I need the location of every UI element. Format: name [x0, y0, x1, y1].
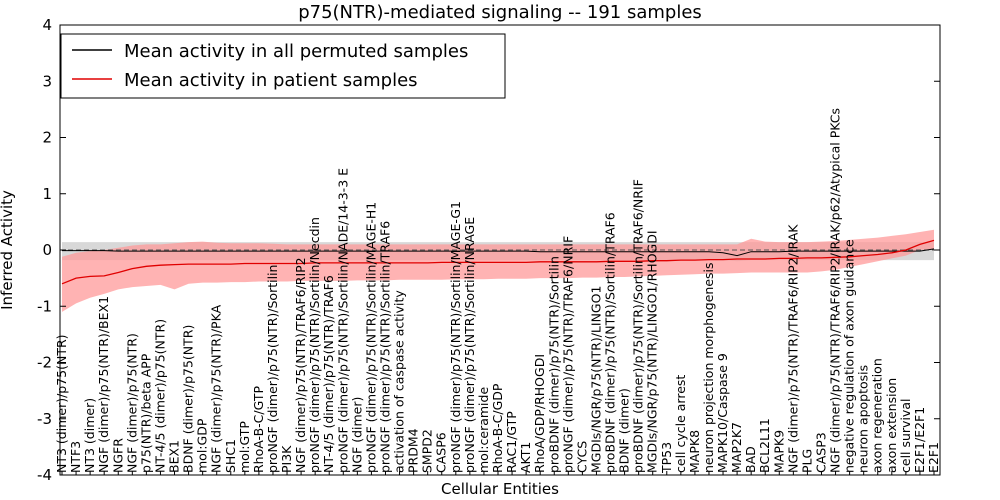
- x-tick-label: BDNF (dimer): [617, 388, 632, 473]
- y-tick-label: 3: [42, 72, 52, 90]
- x-tick-label: proNGF (dimer)/p75(NTR)/Sortilin/Necdin: [307, 217, 322, 473]
- x-tick-label: mol:GDP: [195, 418, 210, 473]
- x-tick-label: proNGF (dimer)/p75(NTR)/Sortilin/NRAGE: [462, 217, 477, 473]
- x-tick-label: mol:ceramide: [476, 387, 491, 473]
- y-tick-label: -4: [37, 466, 52, 484]
- y-tick-label: -1: [37, 297, 52, 315]
- y-tick-label: 4: [42, 16, 52, 34]
- series-line-patient: [61, 239, 935, 285]
- x-axis: NT3 (dimer)/p75(NTR) NTF3 NT3 (dimer) NGF (…: [54, 108, 941, 475]
- y-axis-label: Inferred Activity: [0, 190, 16, 310]
- x-tick-label: NTF3: [68, 441, 83, 473]
- x-tick-label: activation of caspase activity: [392, 290, 407, 473]
- x-tick-label: proNGF (dimer)/p75(NTR)/TRAF6/NRIF: [560, 236, 575, 473]
- y-tick-label: -2: [37, 354, 52, 372]
- x-tick-label: proNGF (dimer)/p75(NTR)/Sortilin: [265, 265, 280, 473]
- x-tick-label: CASP6: [434, 432, 449, 473]
- x-tick-label: E2F1/E2F1: [912, 407, 927, 473]
- y-tick-label: -3: [37, 410, 52, 428]
- x-tick-label: RhoA-B-C/GTP: [251, 386, 266, 473]
- x-tick-label: NGF (dimer)/p75(NTR)/PKA: [209, 304, 224, 473]
- x-tick-label: PI3K: [279, 445, 294, 473]
- x-tick-label: NT-4/5 (dimer)/p75(NTR)/TRAF6: [321, 275, 336, 473]
- y-axis: -4 -3 -2 -1 0 1 2 3 4: [37, 16, 940, 484]
- x-tick-label: MGDIs/NGR/p75(NTR)/LINGO1: [589, 286, 604, 473]
- x-tick-label: proNGF (dimer)/p75(NTR)/Sortilin/MAGE-G1: [448, 201, 463, 473]
- x-tick-label: cell survival: [898, 399, 913, 473]
- x-tick-label: axon regeneration: [870, 358, 885, 473]
- x-tick-label: neuron apoptosis: [856, 365, 871, 473]
- x-tick-label: NGFR: [110, 438, 125, 473]
- x-tick-label: BEX1: [167, 440, 182, 473]
- x-tick-label: RhoA/GDP/RHOGDI: [532, 354, 547, 473]
- x-tick-label: NT-4/5 (dimer)/p75(NTR): [153, 319, 168, 473]
- x-tick-label: NGF (dimer)/p75(NTR): [124, 333, 139, 473]
- x-tick-label: NGF (dimer): [349, 397, 364, 473]
- x-tick-label: proBDNF (dimer)/p75(NTR)/Sortilin/TRAF6/…: [631, 179, 646, 473]
- x-tick-label: AKT1: [518, 442, 533, 473]
- patient-confidence-band: [62, 229, 934, 312]
- x-tick-label: proBDNF (dimer)/p75(NTR)/Sortilin: [546, 256, 561, 473]
- legend-label-permuted: Mean activity in all permuted samples: [124, 41, 468, 62]
- x-tick-label: CYCS: [574, 441, 589, 473]
- x-tick-label: proNGF (dimer)/p75(NTR)/Sortilin/MAGE-H1: [363, 202, 378, 473]
- legend-label-patient: Mean activity in patient samples: [124, 70, 418, 91]
- x-tick-label: negative regulation of axon guidance: [842, 239, 857, 473]
- x-tick-label: BDNF (dimer)/p75(NTR): [181, 325, 196, 473]
- x-axis-label: Cellular Entities: [441, 480, 559, 498]
- x-tick-label: proNGF (dimer)/p75(NTR)/Sortilin/NADE/14…: [335, 168, 350, 473]
- y-tick-label: 1: [42, 185, 52, 203]
- x-tick-label: cell cycle arrest: [673, 375, 688, 473]
- x-tick-label: NT3 (dimer)/p75(NTR): [54, 334, 69, 473]
- x-tick-label: PRDM4: [406, 428, 421, 473]
- x-tick-label: MGDIs/NGR/p75(NTR)/LINGO1/RHOGDI: [645, 230, 660, 473]
- x-tick-label: BAD: [743, 446, 758, 473]
- x-tick-label: RAC1/GTP: [504, 411, 519, 473]
- legend-box: [60, 33, 506, 99]
- x-tick-label: p75(NTR)/beta APP: [138, 353, 153, 473]
- x-tick-label: NT3 (dimer): [82, 398, 97, 473]
- x-tick-label: CASP3: [814, 432, 829, 473]
- x-tick-label: neuron projection morphogenesis: [701, 262, 716, 473]
- x-tick-label: axon extension: [884, 378, 899, 473]
- series-line-permuted: [62, 248, 935, 257]
- legend: Mean activity in all permuted samples Me…: [60, 33, 506, 99]
- x-tick-label: MAPK9: [771, 430, 786, 473]
- x-tick-label: NGF (dimer)/p75(NTR)/TRAF6/RIP2/IRAK/p62…: [828, 108, 843, 473]
- x-tick-label: proBDNF (dimer)/p75(NTR)/Sortilin/TRAF6: [603, 212, 618, 473]
- x-tick-label: MAPK8: [687, 430, 702, 473]
- chart-title: p75(NTR)-mediated signaling -- 191 sampl…: [298, 2, 702, 23]
- x-tick-label: mol:GTP: [237, 421, 252, 473]
- x-tick-label: E2F1: [926, 442, 941, 473]
- x-tick-label: proNGF (dimer)/p75(NTR)/Sortilin/TRAF6: [378, 221, 393, 473]
- x-tick-label: NGF (dimer)/p75(NTR)/TRAF6/RIP2/IRAK: [785, 224, 800, 473]
- plot-area: [60, 229, 940, 312]
- y-tick-label: 2: [42, 129, 52, 147]
- y-tick-label: 0: [42, 241, 52, 259]
- x-tick-label: SMPD2: [420, 429, 435, 473]
- x-tick-label: NGF (dimer)/p75(NTR)/BEX1: [96, 296, 111, 473]
- x-tick-label: TP53: [659, 442, 674, 474]
- x-tick-label: BCL2L11: [757, 418, 772, 473]
- x-tick-label: MAP2K7: [729, 422, 744, 473]
- x-tick-label: PLG: [799, 449, 814, 473]
- x-tick-label: MAPK10/Caspase 9: [715, 353, 730, 473]
- x-tick-label: SHC1: [223, 439, 238, 473]
- x-tick-label: NGF (dimer)/p75(NTR)/TRAF6/RIP2: [293, 257, 308, 473]
- x-tick-label: RhoA-B-C/GDP: [490, 383, 505, 473]
